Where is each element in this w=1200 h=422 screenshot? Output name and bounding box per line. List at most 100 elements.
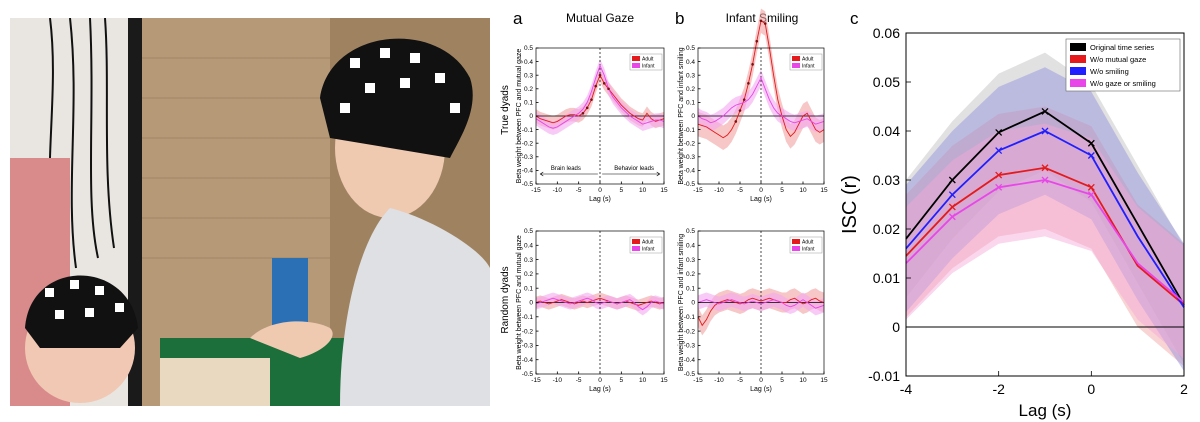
marker-1-1: [995, 171, 1003, 179]
x-axis-label: Lag (s): [1019, 401, 1072, 420]
x-tick-label: -15: [693, 187, 703, 194]
x-tick-label: -10: [714, 187, 724, 194]
legend-swatch-0: [1070, 43, 1086, 51]
legend-swatch-0: [632, 56, 640, 61]
y-tick-label: 0.3: [686, 257, 695, 264]
y-tick-label: -0.2: [522, 140, 534, 147]
x-tick-label: -10: [553, 377, 563, 384]
y-tick-label: 0.3: [686, 72, 695, 79]
marker-0-0: [948, 176, 956, 184]
y-tick-label: 0.5: [524, 228, 533, 235]
sig-point-4: [751, 63, 754, 66]
legend-label-1: Infant: [642, 64, 655, 70]
y-tick-label: 0.5: [686, 228, 695, 235]
legend-label-3: W/o gaze or smiling: [1090, 79, 1156, 88]
column-title-mutual-gaze: Mutual Gaze: [566, 11, 634, 25]
marker-2-0: [948, 191, 956, 199]
legend-swatch-1: [792, 246, 800, 251]
x-tick-label: 5: [780, 187, 784, 194]
sig-point-7: [763, 22, 767, 25]
y-tick-label: -0.5: [684, 371, 696, 378]
y-tick-label: 0.06: [873, 25, 900, 41]
y-tick-label: -0.1: [684, 314, 696, 321]
marker-3-1: [995, 183, 1003, 191]
y-tick-label: -0.5: [522, 181, 534, 188]
y-tick-label: -0.1: [522, 314, 534, 321]
x-tick-label: -5: [737, 377, 743, 384]
legend-label-1: Infant: [642, 247, 655, 253]
x-tick-label: 5: [780, 377, 784, 384]
y-tick-label: 0.2: [686, 86, 695, 93]
x-tick-label: 10: [639, 187, 647, 194]
chart-b-random-dyads: -15 -10 -5 0 5 10 15 -0.5 -0.4 -0.3 -0.2 -0.1 0 0.1 0.…: [678, 228, 828, 393]
sig-point-1: [738, 109, 742, 112]
y-tick-label: 0.4: [686, 59, 695, 66]
y-tick-label: 0.1: [524, 285, 533, 292]
row-title-random-dyads: Random dyads: [500, 266, 511, 333]
marker-0-2: [1041, 107, 1049, 115]
annotation-brain-leads: Brain leads: [551, 166, 581, 172]
x-tick-label: 0: [759, 187, 763, 194]
confidence-band-2: [906, 67, 1184, 372]
legend-swatch-0: [632, 239, 640, 244]
sig-point-5: [755, 39, 759, 43]
series-line-1: [697, 299, 825, 309]
y-tick-label: 0.1: [686, 285, 695, 292]
annotation-behavior-leads: Behavior leads: [614, 166, 654, 172]
x-tick-label: -15: [531, 377, 541, 384]
marker-1-2: [1041, 164, 1049, 172]
marker-3-0: [948, 213, 956, 221]
mother-infant-photo-icon: [10, 17, 490, 406]
y-tick-label: 0: [529, 113, 533, 120]
series-line-1: [697, 76, 825, 125]
x-tick-label: -5: [576, 377, 582, 384]
sig-point-0: [581, 111, 585, 115]
legend-swatch-0: [792, 239, 800, 244]
x-tick-label: 5: [620, 187, 624, 194]
legend-swatch-3: [1070, 79, 1086, 87]
confidence-band-0: [906, 52, 1184, 364]
legend-label-1: Infant: [802, 64, 815, 70]
confidence-band-0: [698, 8, 824, 151]
x-tick-label: 15: [660, 187, 668, 194]
legend-label-2: W/o smiling: [1090, 67, 1129, 76]
legend-swatch-1: [632, 63, 640, 68]
series-line-1: [535, 64, 665, 129]
y-tick-label: -0.4: [522, 357, 534, 364]
y-axis-label: Beta weight between PFC and infant smili…: [678, 234, 685, 371]
chart-b-true-dyads: -15 -10 -5 0 5 10 15 -0.5 -0.4 -0.3 -0.2 -0.1 0 0.1 0.…: [678, 8, 828, 203]
chart-a-random-dyads: -15 -10 -5 0 5 10 15 -0.5 -0.4 -0.3 -0.2 -0.1 0 0.1 0.…: [516, 228, 668, 393]
y-axis-label: ISC (r): [839, 175, 861, 234]
sig-point-2: [742, 98, 746, 101]
legend-label-0: Original time series: [1090, 43, 1154, 52]
y-tick-label: -0.3: [522, 154, 534, 161]
chart-a-true-dyads: -15 -10 -5 0 5 10 15 -0.5 -0.4 -0.3 -0.2 -0.1 0 0.1 0.…: [516, 45, 668, 203]
x-tick-label: 10: [799, 377, 807, 384]
x-tick-label: -15: [693, 377, 703, 384]
y-tick-label: 0.04: [873, 123, 900, 139]
y-axis-label: Beta weight between PFC and mutual gaze: [516, 235, 523, 370]
y-tick-label: 0: [691, 113, 695, 120]
x-tick-label: 15: [820, 377, 828, 384]
panel-label-c: c: [850, 9, 859, 28]
arrow-right: [602, 171, 661, 177]
arrow-left: [539, 171, 598, 177]
sig-point-6: [759, 19, 763, 23]
y-tick-label: -0.4: [684, 168, 696, 175]
legend-swatch-1: [792, 63, 800, 68]
y-tick-label: 0.4: [524, 59, 533, 66]
y-tick-label: -0.5: [522, 371, 534, 378]
legend-swatch-2: [1070, 67, 1086, 75]
legend-label-0: Adult: [642, 240, 654, 246]
legend-label-0: Adult: [642, 57, 654, 63]
marker-0-3: [1087, 139, 1095, 147]
confidence-band-1: [698, 69, 824, 133]
y-tick-label: -0.01: [868, 368, 900, 384]
y-tick-label: 0.4: [524, 243, 533, 250]
y-tick-label: -0.4: [684, 357, 696, 364]
x-tick-label: -10: [714, 377, 724, 384]
x-tick-label: 0: [759, 377, 763, 384]
legend-label-1: W/o mutual gaze: [1090, 55, 1146, 64]
photo-panel: [10, 17, 490, 406]
